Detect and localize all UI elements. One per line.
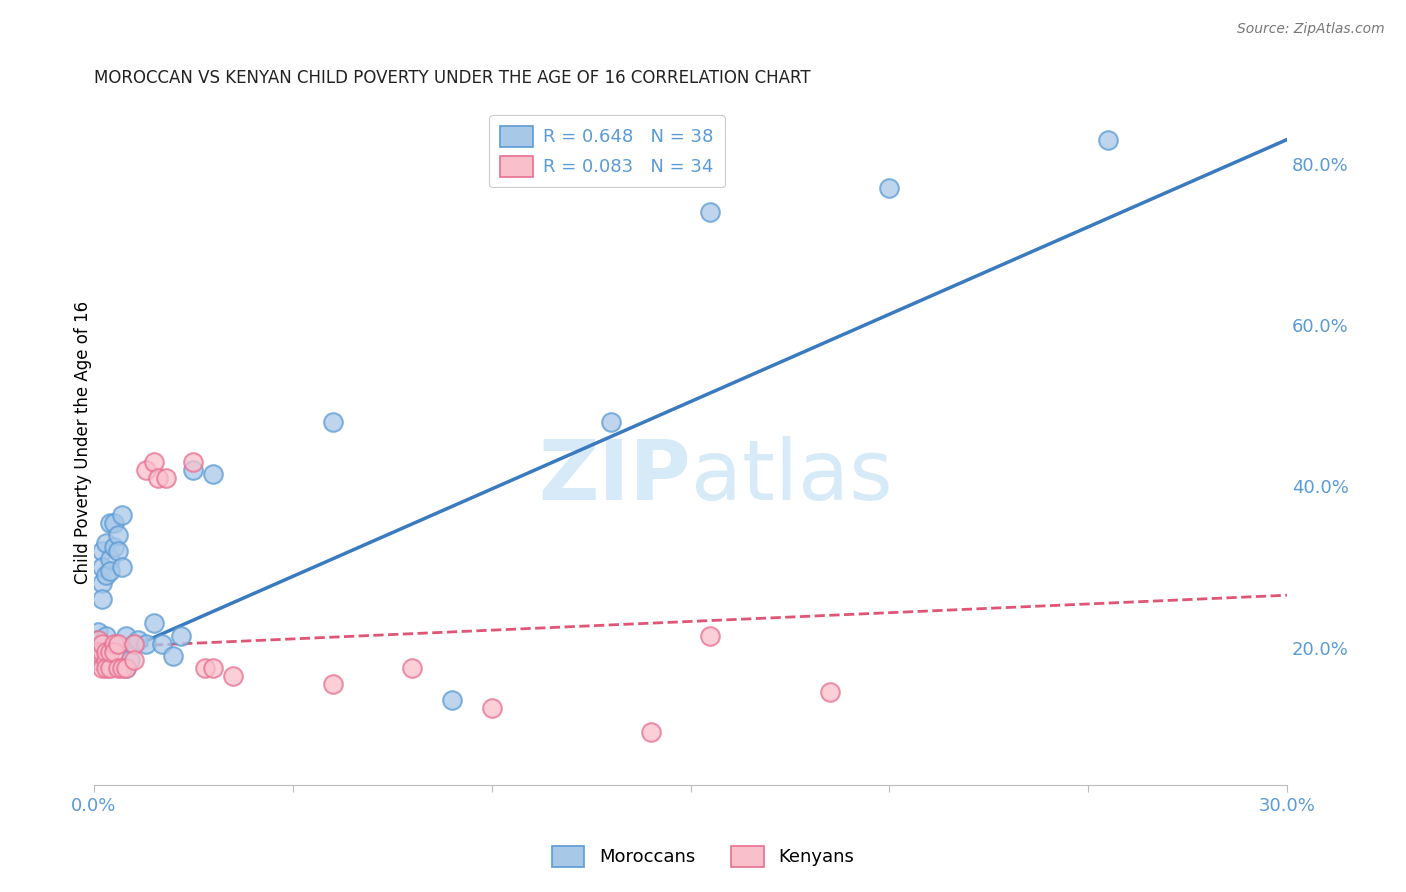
- Point: [600, 415, 623, 429]
- Text: ZIP: ZIP: [538, 436, 690, 516]
- Point: [90, 544, 112, 558]
- Point: [98, 645, 121, 659]
- Point: [90, 637, 112, 651]
- Point: [98, 564, 121, 578]
- Point: [150, 637, 173, 651]
- Point: [122, 637, 145, 651]
- Point: [98, 552, 121, 566]
- Point: [90, 661, 112, 675]
- Point: [103, 637, 125, 651]
- Point: [90, 645, 112, 659]
- Point: [94, 653, 117, 667]
- Point: [322, 415, 344, 429]
- Point: [107, 661, 129, 675]
- Point: [98, 661, 121, 675]
- Point: [103, 540, 125, 554]
- Point: [879, 181, 901, 195]
- Point: [401, 661, 423, 675]
- Point: [90, 576, 112, 591]
- Point: [94, 628, 117, 642]
- Legend: R = 0.648   N = 38, R = 0.083   N = 34: R = 0.648 N = 38, R = 0.083 N = 34: [489, 115, 724, 187]
- Point: [103, 516, 125, 530]
- Point: [107, 637, 129, 651]
- Point: [202, 661, 225, 675]
- Point: [135, 637, 157, 651]
- Point: [94, 645, 117, 659]
- Point: [142, 455, 165, 469]
- Point: [122, 653, 145, 667]
- Point: [84, 645, 107, 659]
- Point: [222, 669, 245, 683]
- Point: [142, 616, 165, 631]
- Text: Source: ZipAtlas.com: Source: ZipAtlas.com: [1237, 22, 1385, 37]
- Point: [640, 725, 662, 739]
- Point: [135, 463, 157, 477]
- Legend: Moroccans, Kenyans: Moroccans, Kenyans: [543, 837, 863, 876]
- Point: [194, 661, 217, 675]
- Point: [127, 632, 149, 647]
- Point: [114, 628, 136, 642]
- Point: [111, 560, 134, 574]
- Point: [183, 455, 205, 469]
- Point: [103, 645, 125, 659]
- Text: atlas: atlas: [690, 436, 893, 516]
- Point: [699, 205, 721, 219]
- Point: [155, 471, 177, 485]
- Point: [170, 628, 193, 642]
- Point: [183, 463, 205, 477]
- Point: [202, 467, 225, 482]
- Point: [84, 645, 107, 659]
- Point: [107, 527, 129, 541]
- Point: [699, 628, 721, 642]
- Point: [111, 661, 134, 675]
- Point: [1097, 132, 1119, 146]
- Point: [818, 685, 841, 699]
- Point: [107, 544, 129, 558]
- Point: [90, 592, 112, 607]
- Point: [122, 637, 145, 651]
- Point: [114, 661, 136, 675]
- Point: [94, 568, 117, 582]
- Point: [87, 653, 110, 667]
- Point: [94, 661, 117, 675]
- Point: [114, 661, 136, 675]
- Point: [87, 632, 110, 647]
- Point: [98, 516, 121, 530]
- Point: [94, 536, 117, 550]
- Point: [481, 701, 503, 715]
- Point: [90, 560, 112, 574]
- Point: [162, 648, 184, 663]
- Point: [87, 624, 110, 639]
- Y-axis label: Child Poverty Under the Age of 16: Child Poverty Under the Age of 16: [75, 301, 91, 583]
- Point: [322, 677, 344, 691]
- Point: [87, 645, 110, 659]
- Point: [440, 693, 463, 707]
- Point: [111, 508, 134, 522]
- Point: [87, 632, 110, 647]
- Point: [146, 471, 169, 485]
- Text: MOROCCAN VS KENYAN CHILD POVERTY UNDER THE AGE OF 16 CORRELATION CHART: MOROCCAN VS KENYAN CHILD POVERTY UNDER T…: [94, 69, 810, 87]
- Point: [118, 653, 141, 667]
- Point: [87, 653, 110, 667]
